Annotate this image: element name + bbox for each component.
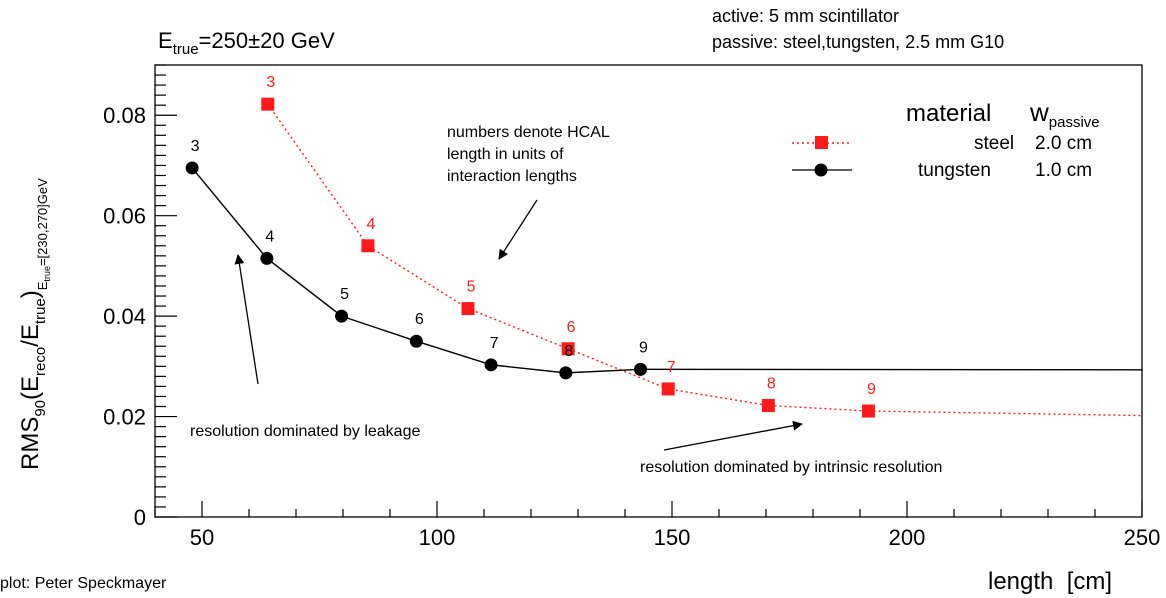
point-label-steel: 8 [767,376,776,393]
point-label-tungsten: 4 [265,228,274,245]
data-point-tungsten [559,366,573,380]
header-active: active: 5 mm scintillator [712,6,899,26]
data-point-steel [461,302,475,316]
point-label-tungsten: 7 [490,335,499,352]
x-axis-label: length [cm] [988,568,1112,595]
chart-title: Etrue=250±20 GeV [158,28,335,58]
y-tick-label: 0.02 [103,405,146,430]
legend-steel-material: steel [974,133,1014,154]
point-label-steel: 5 [467,279,476,296]
legend: material wpassive steel 2.0 cm tungsten … [792,97,1100,181]
x-tick-label: 150 [654,525,691,550]
x-tick-labels: 50 100 150 200 250 [190,525,1161,550]
data-point-steel [761,399,775,413]
series-tail-steel [868,410,1143,417]
plot-credit: plot: Peter Speckmayer [0,575,167,592]
data-point-steel [261,97,275,111]
y-tick-label: 0.06 [103,204,146,229]
plot-frame [154,64,1143,518]
note-line-2: length in units of [447,146,564,163]
point-label-tungsten: 3 [191,138,200,155]
intrinsic-arrow [663,420,803,451]
note-line-3: interaction lengths [447,168,577,185]
legend-steel-marker [815,136,828,149]
y-tick-label: 0.04 [103,304,146,329]
legend-steel-w: 2.0 cm [1035,133,1092,154]
data-point-tungsten [260,251,274,265]
data-point-steel [661,382,675,396]
series-line-steel [267,103,869,412]
x-tick-label: 50 [190,525,214,550]
y-tick-label: 0 [134,505,146,530]
data-point-tungsten [484,358,498,372]
point-label-tungsten: 8 [564,343,573,360]
series-points [185,97,875,418]
point-label-steel: 3 [266,74,275,91]
legend-header-material: material [906,100,991,127]
x-tick-label: 250 [1124,525,1161,550]
point-label-steel: 7 [667,359,676,376]
leakage-note: resolution dominated by leakage [190,423,420,440]
point-label-steel: 9 [867,381,876,398]
point-labels: 3 4 5 6 7 8 9 3 4 5 6 7 8 9 [191,74,876,398]
point-label-steel: 6 [567,319,576,336]
data-point-steel [861,404,875,418]
intrinsic-note: resolution dominated by intrinsic resolu… [640,459,942,476]
legend-tungsten-material: tungsten [918,160,991,181]
x-tick-label: 100 [419,525,456,550]
axis-ticks [154,64,1143,518]
y-tick-labels: 0 0.02 0.04 0.06 0.08 [103,103,146,530]
note-line-1: numbers denote HCAL [447,124,610,141]
data-point-steel [561,342,575,356]
note-arrow [498,199,538,260]
x-tick-label: 200 [889,525,926,550]
y-tick-label: 0.08 [103,103,146,128]
legend-tungsten-w: 1.0 cm [1035,160,1092,181]
point-label-tungsten: 5 [340,286,349,303]
data-point-tungsten [335,309,349,323]
data-point-tungsten [185,161,199,175]
legend-tungsten-marker [814,163,828,177]
data-point-tungsten [409,334,423,348]
point-label-tungsten: 9 [639,339,648,356]
header-passive: passive: steel,tungsten, 2.5 mm G10 [712,32,1004,52]
series-tail-tungsten [640,368,1143,371]
leakage-arrow [234,254,259,385]
point-label-steel: 4 [366,216,375,233]
point-label-tungsten: 6 [415,311,424,328]
y-axis-label: RMS90(Ereco/Etrue)Etrue=[230,270]GeV [17,178,52,470]
legend-header-w: wpassive [1029,97,1100,131]
data-point-steel [361,239,375,253]
data-point-tungsten [634,362,648,376]
